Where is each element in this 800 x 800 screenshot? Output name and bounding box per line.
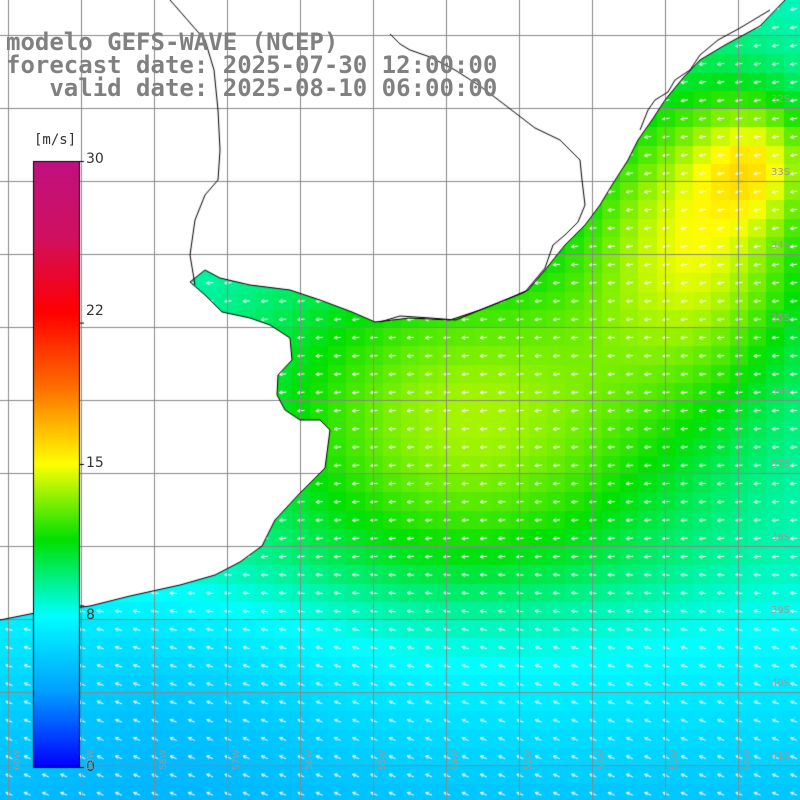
lat-label: 38S (771, 532, 791, 543)
colorbar-tick-15: 15 (86, 455, 104, 471)
lat-label: 40S (771, 678, 791, 689)
colorbar-tick-0: 0 (86, 759, 95, 775)
lat-label: 36S (771, 386, 791, 397)
colorbar-tick-22: 22 (86, 303, 104, 319)
lat-label: 34S (771, 240, 791, 251)
lon-label: 54W (451, 749, 461, 770)
lon-label: 57W (232, 749, 242, 770)
model-title: modelo GEFS-WAVE (NCEP) (6, 28, 339, 56)
lon-label: 53W (524, 749, 534, 770)
lon-label: 58W (159, 749, 169, 770)
lon-label: 52W (597, 749, 607, 770)
lon-label: 59W (86, 749, 96, 770)
colorbar-tick-30: 30 (86, 151, 104, 167)
lon-label: 56W (305, 749, 315, 770)
lat-label: 33S (771, 167, 791, 178)
lon-label: 51W (670, 749, 680, 770)
lat-label: 35S (771, 313, 791, 324)
colorbar-unit: [m/s] (34, 132, 77, 148)
lon-label: 60W (13, 749, 23, 770)
lon-label: 55W (378, 749, 388, 770)
lat-label: 37S (771, 459, 791, 470)
valid-date: valid date: 2025-08-10 06:00:00 (6, 74, 498, 102)
colorbar-tick-8: 8 (86, 607, 95, 623)
lat-label: 41S (771, 751, 791, 762)
lon-label: 50W (743, 749, 753, 770)
lat-label: 39S (771, 605, 791, 616)
lat-label: 32S (771, 94, 791, 105)
forecast-date: forecast date: 2025-07-30 12:00:00 (6, 51, 498, 79)
